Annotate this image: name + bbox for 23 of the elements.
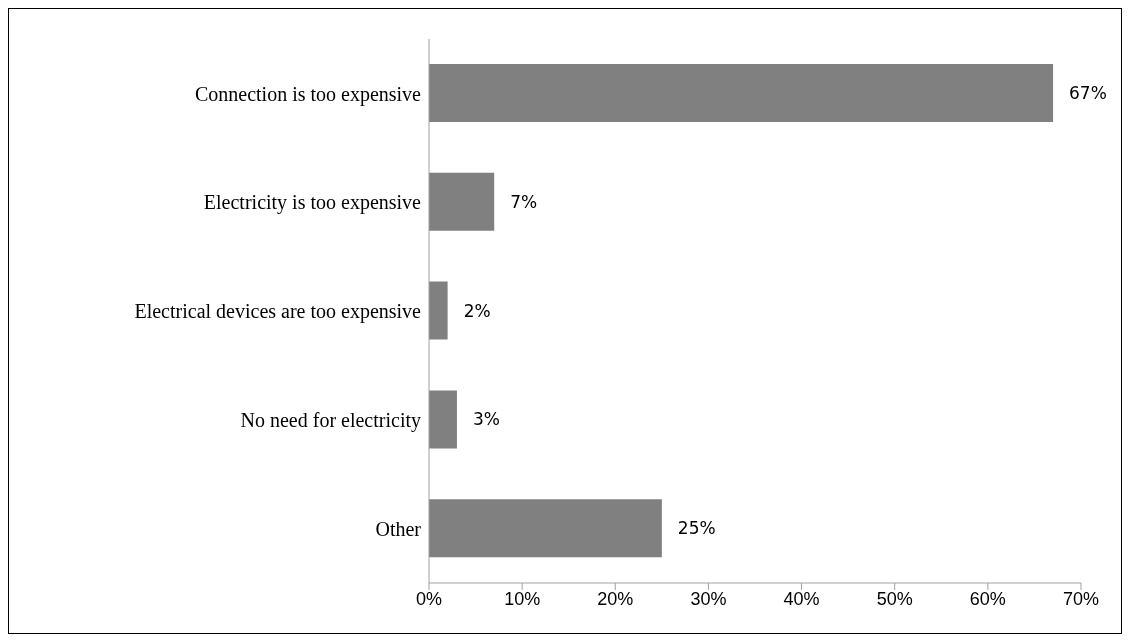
bar (429, 172, 495, 231)
data-label: 25% (677, 518, 716, 539)
x-tick-label: 60% (969, 588, 1006, 609)
y-tick-label: Other (375, 517, 422, 540)
x-tick-label: 10% (504, 588, 541, 609)
y-tick-label: No need for electricity (240, 408, 421, 432)
bar (429, 390, 457, 449)
x-tick-label: 0% (415, 588, 443, 609)
data-label: 7% (510, 191, 538, 212)
data-label: 3% (472, 409, 500, 430)
bar (429, 64, 1054, 122)
bar (429, 499, 662, 558)
y-tick-label: Electrical devices are too expensive (134, 300, 422, 324)
x-tick-label: 50% (876, 588, 913, 609)
data-label: 2% (463, 300, 491, 321)
x-tick-label: 70% (1062, 588, 1100, 609)
x-tick-label: 20% (597, 588, 634, 609)
y-tick-label: Connection is too expensive (194, 82, 422, 106)
x-tick-label: 30% (690, 588, 727, 609)
y-tick-label: Electricity is too expensive (203, 191, 422, 215)
x-tick-label: 40% (783, 588, 820, 609)
bar (429, 281, 448, 340)
data-label: 67% (1069, 83, 1107, 104)
